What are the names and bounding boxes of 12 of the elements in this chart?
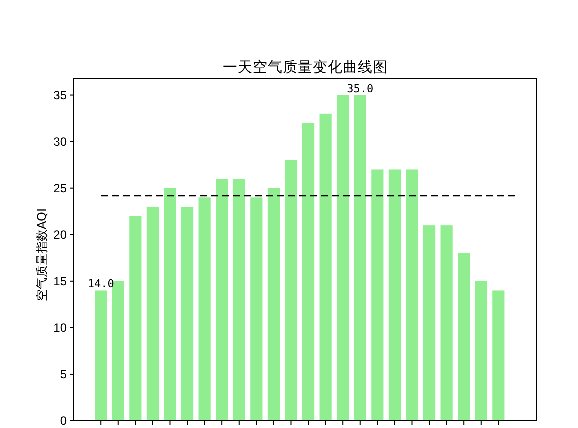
y-tick-label: 10: [54, 320, 68, 335]
y-tick-label: 15: [54, 274, 68, 288]
chart-title: 一天空气质量变化曲线图: [223, 59, 388, 76]
y-axis-title: 空气质量指数AQI: [35, 208, 49, 302]
y-tick-label: 35: [54, 88, 68, 102]
y-tick-label: 20: [54, 228, 68, 242]
y-tick-label: 25: [54, 181, 68, 196]
y-tick-label: 0: [60, 414, 68, 428]
data-label: 35.0: [347, 82, 374, 96]
y-tick-label: 5: [60, 367, 68, 382]
data-label: 14.0: [88, 278, 114, 291]
y-tick-label: 30: [54, 134, 68, 149]
